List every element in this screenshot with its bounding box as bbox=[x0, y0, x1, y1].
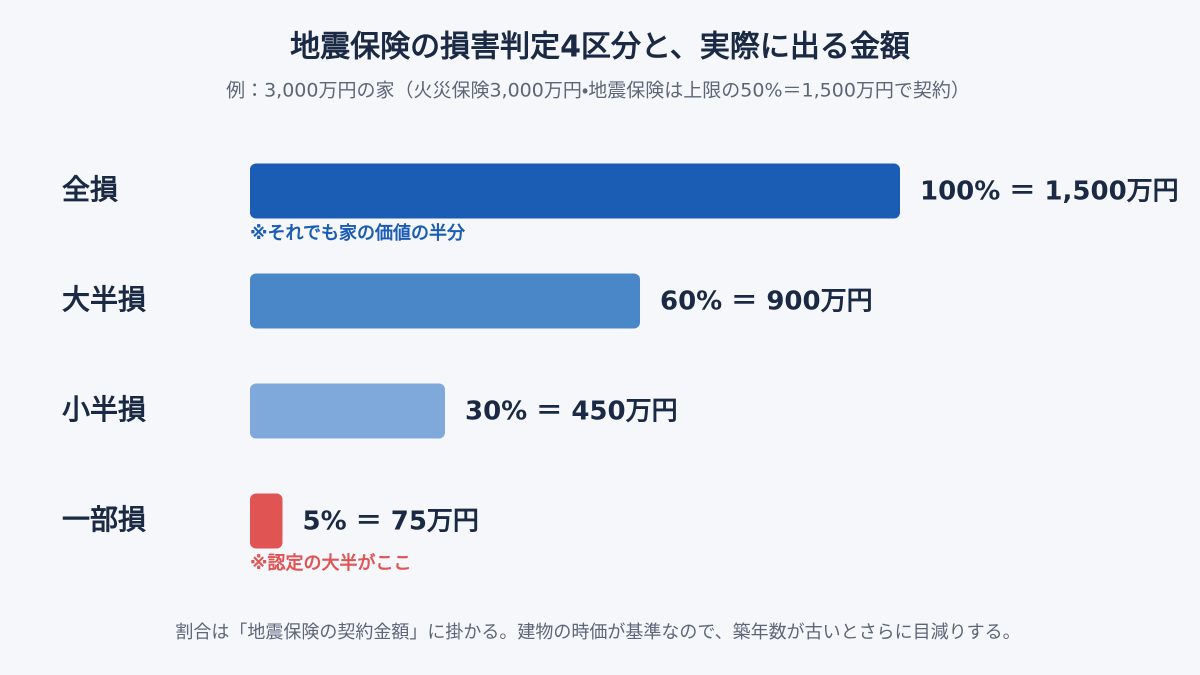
bar bbox=[250, 493, 283, 549]
value-label: 30% ＝ 450万円 bbox=[465, 397, 678, 427]
bar bbox=[250, 273, 640, 329]
category-label: 一部損 bbox=[62, 503, 146, 536]
footnote: 割合は「地震保険の契約金額」に掛かる。建物の時価が基準なので、築年数が古いとさら… bbox=[175, 622, 1020, 643]
bar bbox=[250, 383, 445, 439]
chart-subtitle: 例：3,000万円の家（火災保険3,000万円・地震保険は上限の50%＝1,50… bbox=[226, 80, 970, 102]
category-label: 全損 bbox=[62, 173, 118, 206]
note: ※それでも家の価値の半分 bbox=[250, 222, 466, 244]
category-label: 大半損 bbox=[62, 283, 146, 316]
value-label: 5% ＝ 75万円 bbox=[303, 507, 479, 537]
value-label: 100% ＝ 1,500万円 bbox=[920, 177, 1179, 207]
chart-title: 地震保険の損害判定4区分と、実際に出る金額 bbox=[290, 30, 911, 65]
bar bbox=[250, 163, 900, 219]
category-label: 小半損 bbox=[62, 393, 146, 426]
note: ※認定の大半がここ bbox=[250, 552, 412, 574]
value-label: 60% ＝ 900万円 bbox=[660, 287, 873, 317]
